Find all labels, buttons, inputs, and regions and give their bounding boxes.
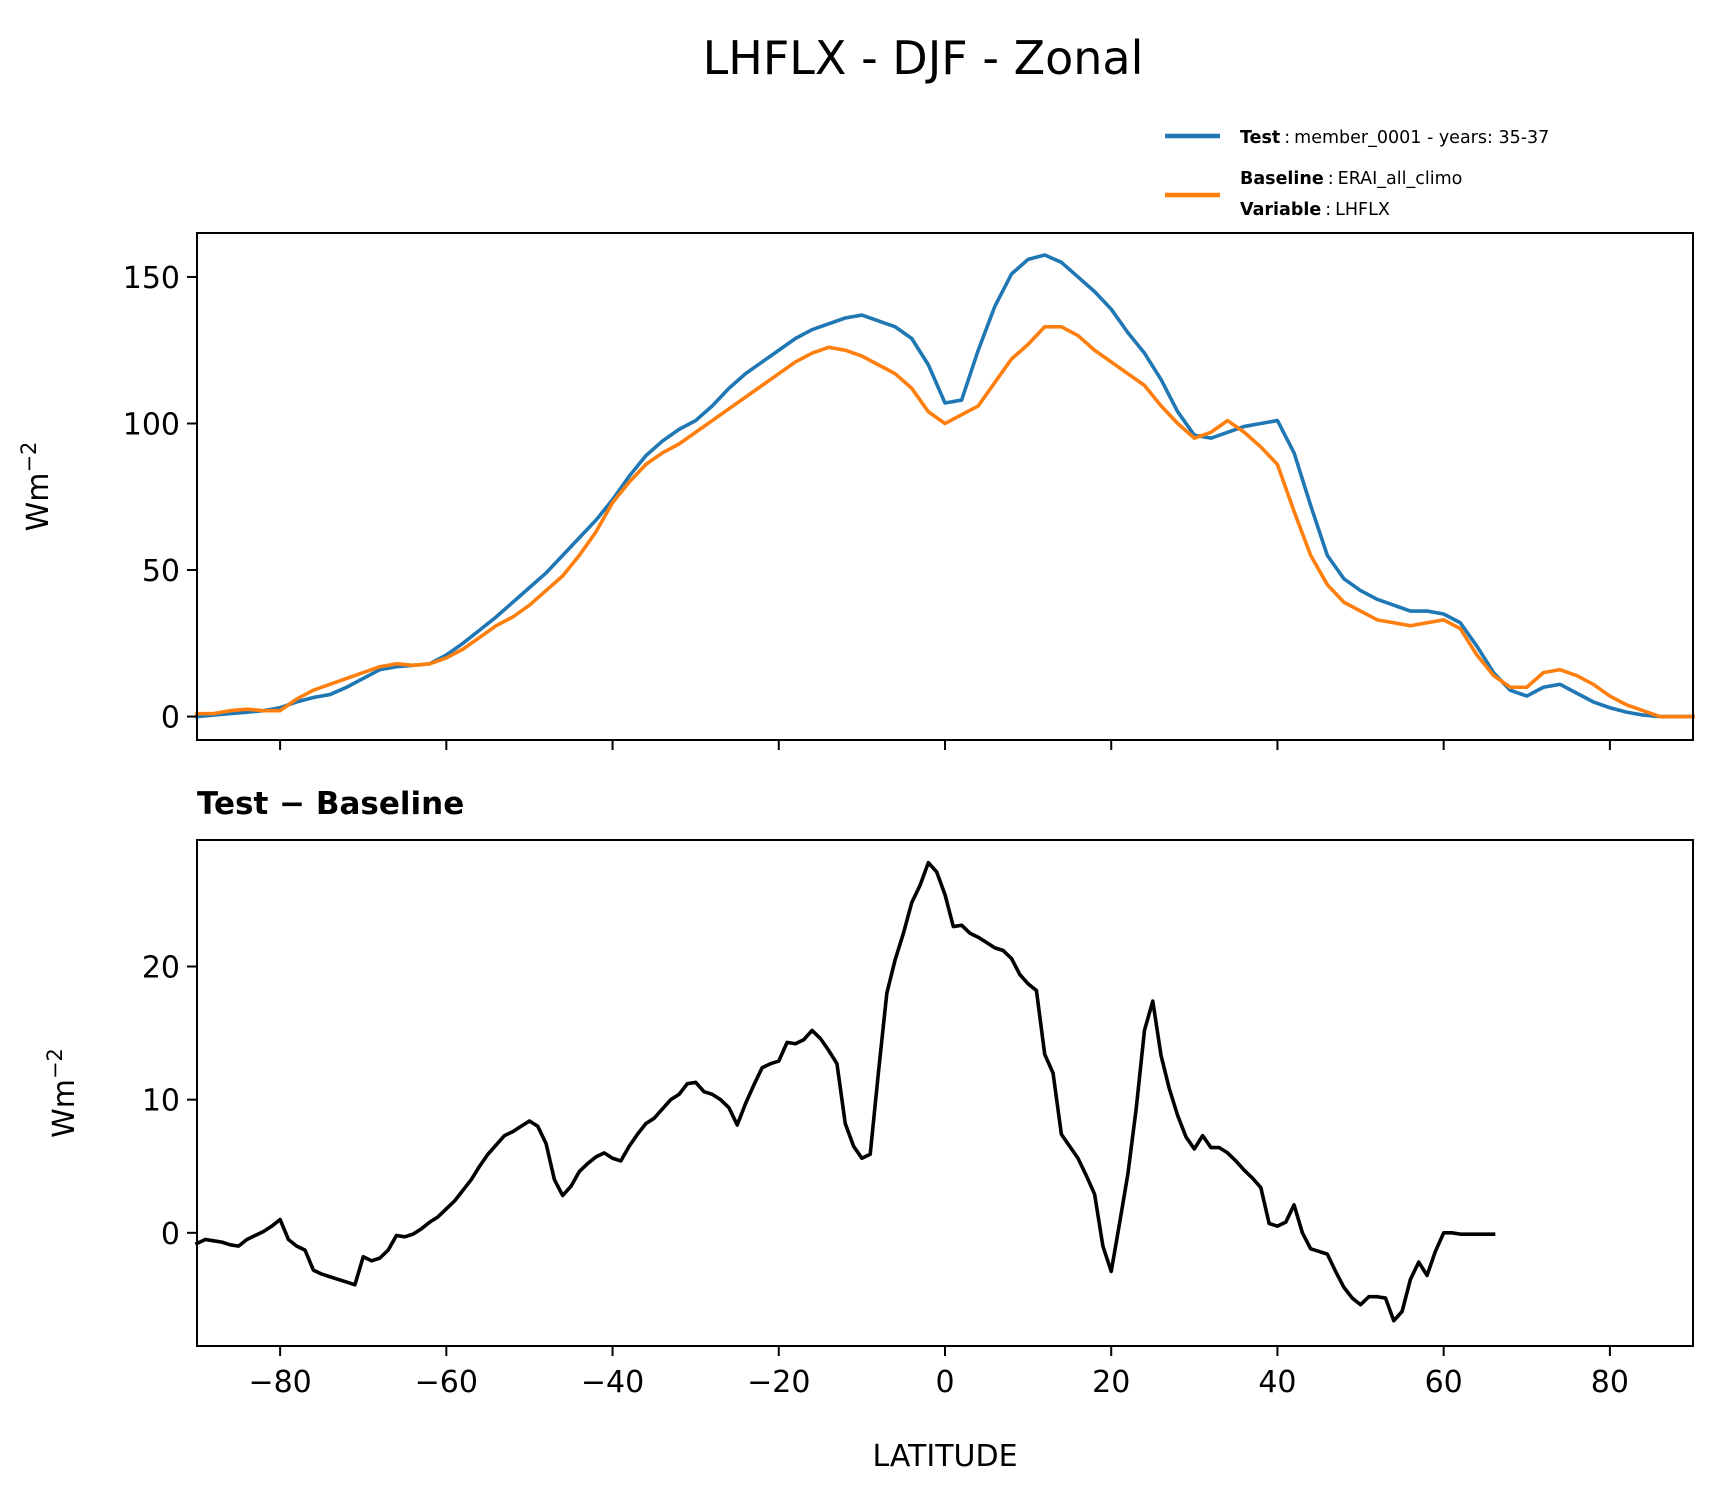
diff-xtick-label: 60 [1425, 1365, 1463, 1400]
diff-ytick-label: 0 [161, 1217, 180, 1252]
main-series-1-line [195, 324, 1695, 719]
difference-panel-title: Test − Baseline [197, 786, 464, 822]
legend-test-label: Test [1240, 128, 1280, 148]
plots: 0 50 100 150 Wm−2 −80 −60 −40 −20 0 20 40 60 80 0 10 20 W… [17, 232, 1695, 1474]
main-ytick-label: 100 [123, 407, 180, 442]
legend-variable-label: Variable [1240, 200, 1321, 220]
diff-series-0-line [194, 860, 1496, 1323]
diff-axes-frame [196, 839, 1694, 1347]
main-ytick-label: 50 [142, 554, 180, 589]
diff-ytick-label: 10 [142, 1084, 180, 1119]
diff-xtick-label: −40 [581, 1365, 644, 1400]
main-series-0-line [195, 253, 1695, 719]
diff-xtick-label: 80 [1591, 1365, 1629, 1400]
figure-title: LHFLX - DJF - Zonal [703, 31, 1144, 85]
legend-baseline-label: Baseline [1240, 169, 1324, 189]
diff-xtick-label: −80 [248, 1365, 311, 1400]
diff-xtick-label: −20 [747, 1365, 810, 1400]
main-ytick-label: 150 [123, 261, 180, 296]
diff-xtick-label: −60 [415, 1365, 478, 1400]
diff-xtick-label: 20 [1092, 1365, 1130, 1400]
legend-baseline-text: ERAI_all_climo [1338, 169, 1463, 189]
diff-ylabel: Wm−2 [43, 1048, 82, 1138]
diff-plot: −80 −60 −40 −20 0 20 40 60 80 0 10 20 Wm−2 LATITUDE [43, 839, 1694, 1474]
diff-ytick-label: 20 [142, 951, 180, 986]
main-ytick-label: 0 [161, 701, 180, 736]
main-plot: 0 50 100 150 Wm−2 [17, 232, 1695, 750]
legend-test-entry: Test: member_0001 - years: 35-37 [1240, 128, 1549, 148]
legend-variable-text: LHFLX [1335, 200, 1390, 220]
main-ylabel: Wm−2 [17, 442, 56, 532]
legend: Test: member_0001 - years: 35-37 Baseline… [1165, 128, 1549, 220]
legend-test-text: member_0001 - years: 35-37 [1294, 128, 1549, 148]
diff-xlabel: LATITUDE [872, 1439, 1017, 1474]
diff-xtick-label: 40 [1258, 1365, 1296, 1400]
legend-baseline-entry: Baseline: ERAI_all_climo [1240, 169, 1462, 189]
diff-xtick-label: 0 [935, 1365, 954, 1400]
legend-variable-entry: Variable: LHFLX [1240, 200, 1390, 220]
